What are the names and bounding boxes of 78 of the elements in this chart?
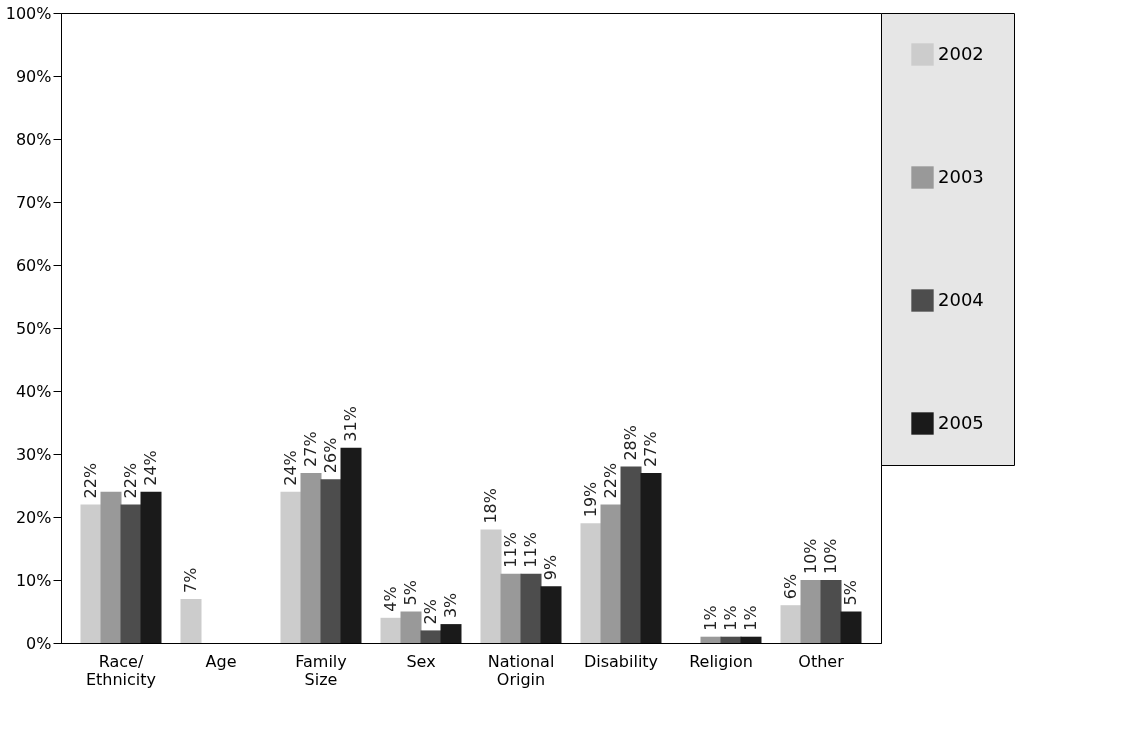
data-label: 7%	[181, 567, 200, 593]
data-label: 19%	[581, 481, 600, 518]
y-tick-label: 30%	[15, 444, 52, 464]
bar	[380, 617, 402, 643]
y-tick-label: 0%	[26, 633, 52, 653]
y-tick-label: 90%	[15, 66, 52, 86]
data-label: 18%	[481, 488, 500, 524]
bar	[720, 636, 742, 643]
data-label: 27%	[641, 431, 660, 467]
bar	[820, 580, 842, 643]
data-label: 6%	[781, 573, 800, 600]
bar	[480, 529, 502, 643]
data-label: 3%	[441, 592, 460, 619]
data-label: 24%	[141, 450, 160, 486]
data-label: 4%	[381, 586, 400, 612]
bar	[440, 624, 462, 643]
bar	[640, 472, 662, 643]
bar	[120, 504, 142, 643]
y-tick-label: 20%	[15, 507, 52, 527]
legend-label: 2004	[938, 288, 984, 310]
y-tick-label: 50%	[15, 318, 52, 338]
x-tick-label: Sex	[406, 651, 436, 671]
x-tick-label: Other	[798, 651, 845, 671]
bar	[300, 472, 322, 643]
bar	[520, 573, 542, 643]
legend-label: 2003	[938, 165, 984, 187]
data-label: 2%	[421, 599, 440, 625]
x-tick-label: Disability	[583, 651, 659, 671]
x-tick-label: Age	[205, 651, 237, 671]
data-label: 27%	[301, 431, 320, 467]
bar	[700, 636, 722, 643]
bar	[620, 466, 642, 643]
data-label: 5%	[401, 580, 420, 606]
data-label: 10%	[801, 538, 820, 574]
x-tick-label: Family Size	[295, 651, 347, 689]
x-tick-label: National Origin	[487, 651, 555, 689]
data-label: 1%	[741, 605, 760, 631]
bar	[140, 491, 162, 643]
data-label: 10%	[821, 538, 840, 574]
data-label: 31%	[341, 406, 360, 442]
data-label: 9%	[541, 554, 560, 581]
data-label: 22%	[81, 462, 100, 499]
legend-label: 2002	[938, 42, 984, 64]
data-label: 1%	[701, 605, 720, 631]
data-label: 22%	[601, 462, 620, 499]
bar	[780, 605, 802, 643]
bar	[800, 580, 822, 643]
bar	[540, 586, 562, 643]
data-label: 24%	[281, 450, 300, 486]
bar	[420, 630, 442, 643]
bar	[500, 573, 522, 643]
y-tick-label: 100%	[5, 3, 52, 23]
bar	[320, 479, 342, 643]
y-tick-label: 60%	[15, 255, 52, 275]
bar	[600, 504, 622, 643]
data-label: 1%	[721, 605, 740, 631]
bar	[180, 598, 202, 643]
bar	[80, 504, 102, 643]
data-label: 11%	[521, 532, 540, 568]
data-label: 5%	[841, 580, 860, 606]
bar	[840, 611, 862, 643]
data-label: 22%	[121, 462, 140, 499]
bar	[400, 611, 422, 643]
x-tick-label: Religion	[689, 651, 753, 671]
y-tick-label: 10%	[15, 570, 52, 590]
data-label: 11%	[501, 532, 520, 568]
data-label: 26%	[321, 437, 340, 474]
bar	[340, 447, 362, 643]
y-tick-label: 70%	[15, 192, 52, 212]
legend-label: 2005	[938, 411, 984, 433]
data-label: 28%	[621, 425, 640, 461]
y-tick-label: 80%	[15, 129, 52, 149]
bar	[740, 636, 762, 643]
bar	[100, 491, 122, 643]
bar	[280, 491, 302, 643]
x-tick-label: Race/ Ethnicity	[85, 651, 157, 689]
y-tick-label: 40%	[15, 381, 52, 401]
bar	[580, 523, 602, 643]
